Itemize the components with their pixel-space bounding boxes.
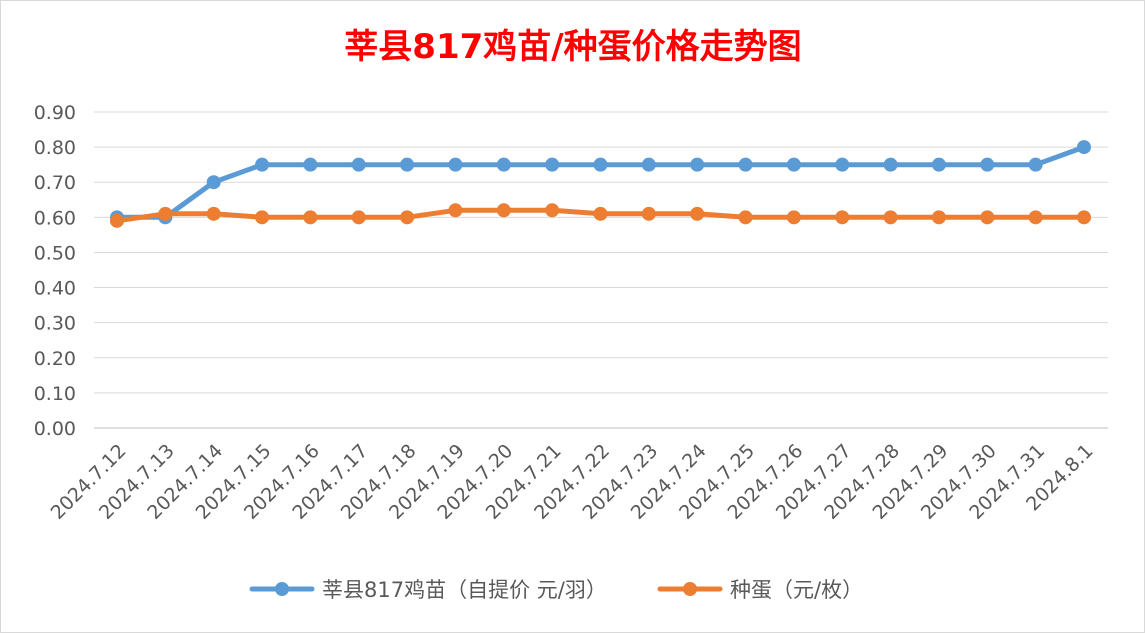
series-layer <box>110 140 1091 228</box>
series-2-point <box>883 210 898 225</box>
series-2-point <box>496 203 511 218</box>
series-1-point <box>1028 157 1043 172</box>
legend-marker-1 <box>275 582 289 596</box>
y-tick-label: 0.20 <box>34 348 76 370</box>
legend: 莘县817鸡苗（自提价 元/羽） 种蛋（元/枚） <box>249 578 863 602</box>
series-2-point <box>206 206 221 221</box>
series-1-point <box>883 157 898 172</box>
series-1-point <box>690 157 705 172</box>
series-2-point <box>1028 210 1043 225</box>
y-tick-label: 0.50 <box>34 242 76 264</box>
legend-label-2: 种蛋（元/枚） <box>730 578 863 602</box>
series-2-point <box>303 210 318 225</box>
series-1-point <box>980 157 995 172</box>
series-2-point <box>255 210 270 225</box>
series-2-point <box>1077 210 1091 225</box>
series-1-point <box>738 157 753 172</box>
series-2-point <box>448 203 463 218</box>
series-2-point <box>738 210 753 225</box>
series-2-point <box>980 210 995 225</box>
series-1-point <box>400 157 415 172</box>
y-tick-label: 0.80 <box>34 137 76 159</box>
series-1-point <box>593 157 608 172</box>
series-2-point <box>110 213 124 228</box>
series-1-point <box>545 157 560 172</box>
y-tick-label: 0.40 <box>34 278 76 300</box>
y-axis: 0.00 0.10 0.20 0.30 0.40 0.50 0.60 0.70 0.80 0.90 <box>34 102 76 440</box>
series-1-point <box>786 157 801 172</box>
series-1-point <box>255 157 270 172</box>
series-2-point <box>351 210 366 225</box>
y-tick-label: 0.70 <box>34 172 76 194</box>
y-tick-label: 0.10 <box>34 383 76 405</box>
series-1-point <box>206 175 221 190</box>
series-1-point <box>351 157 366 172</box>
series-2-point <box>593 206 608 221</box>
series-2-point <box>641 206 656 221</box>
y-tick-label: 0.30 <box>34 313 76 335</box>
series-2-point <box>400 210 415 225</box>
x-axis: 2024.7.122024.7.132024.7.142024.7.152024… <box>47 440 1098 524</box>
series-2-point <box>690 206 705 221</box>
y-tick-label: 0.60 <box>34 207 76 229</box>
series-2-point <box>158 206 173 221</box>
series-1-point <box>931 157 946 172</box>
y-tick-label: 0.90 <box>34 102 76 124</box>
series-1-point <box>496 157 511 172</box>
series-1-point <box>641 157 656 172</box>
series-2-point <box>931 210 946 225</box>
series-2-point <box>835 210 850 225</box>
legend-label-1: 莘县817鸡苗（自提价 元/羽） <box>322 578 607 602</box>
chart-title: 莘县817鸡苗/种蛋价格走势图 <box>344 27 801 67</box>
y-tick-label: 0.00 <box>34 418 76 440</box>
series-2-point <box>545 203 560 218</box>
legend-marker-2 <box>683 582 697 596</box>
series-2-point <box>786 210 801 225</box>
series-1-point <box>1077 140 1091 155</box>
series-1-point <box>448 157 463 172</box>
series-1-point <box>835 157 850 172</box>
series-1-point <box>303 157 318 172</box>
